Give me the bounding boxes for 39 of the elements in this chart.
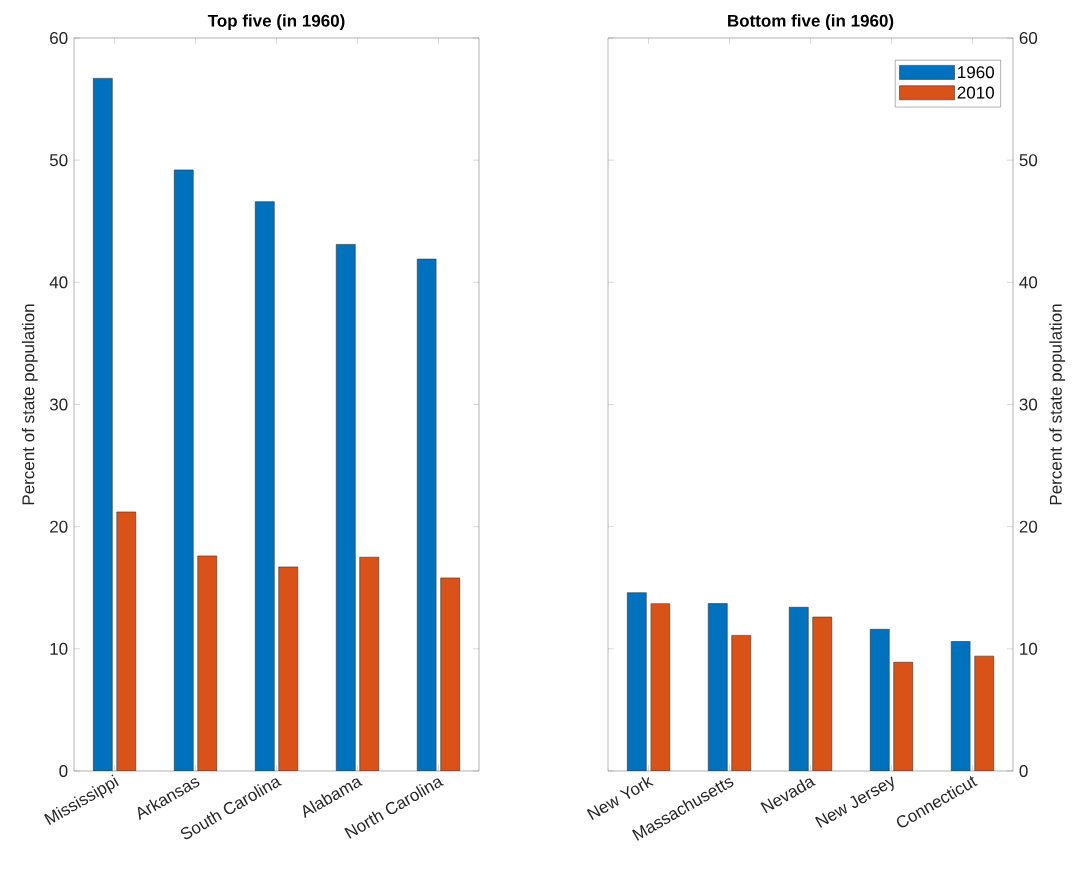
legend-label: 2010 [957, 86, 994, 99]
bar [893, 661, 914, 771]
bar [116, 511, 137, 771]
chart-title: Top five (in 1960) [207, 14, 345, 31]
bar [197, 555, 218, 771]
bar [707, 603, 728, 771]
bar [278, 566, 299, 771]
y-tick-label: 30 [1019, 398, 1038, 411]
y-tick-label: 0 [1019, 764, 1028, 778]
y-tick-label: 40 [1019, 276, 1038, 289]
bar [416, 258, 437, 771]
bar [92, 78, 113, 771]
y-tick-label: 60 [50, 31, 68, 45]
y-tick-label: 60 [1019, 31, 1038, 45]
y-axis-title: Percent of state population [21, 304, 38, 505]
y-tick-label: 20 [1019, 520, 1038, 533]
y-axis-title: Percent of state population [1049, 304, 1066, 505]
bar [335, 244, 356, 771]
y-tick-label: 40 [49, 276, 68, 289]
y-tick-label: 20 [50, 520, 68, 533]
y-tick-label: 50 [49, 154, 68, 167]
bar [950, 641, 971, 771]
bar [359, 556, 380, 771]
chart-title: Bottom five (in 1960) [728, 14, 894, 31]
y-tick-label: 10 [1020, 642, 1038, 655]
bar [650, 603, 671, 771]
bar [254, 201, 275, 771]
y-tick-label: 30 [49, 398, 68, 411]
y-tick-label: 50 [1019, 154, 1038, 167]
legend-label: 1960 [958, 66, 994, 79]
bar [812, 616, 833, 771]
bar [173, 169, 194, 771]
y-tick-label: 10 [50, 642, 68, 655]
bar [869, 628, 890, 771]
bar [731, 635, 752, 771]
bar [440, 577, 461, 771]
bar [788, 606, 809, 771]
bar [626, 592, 647, 771]
bar [974, 655, 995, 771]
